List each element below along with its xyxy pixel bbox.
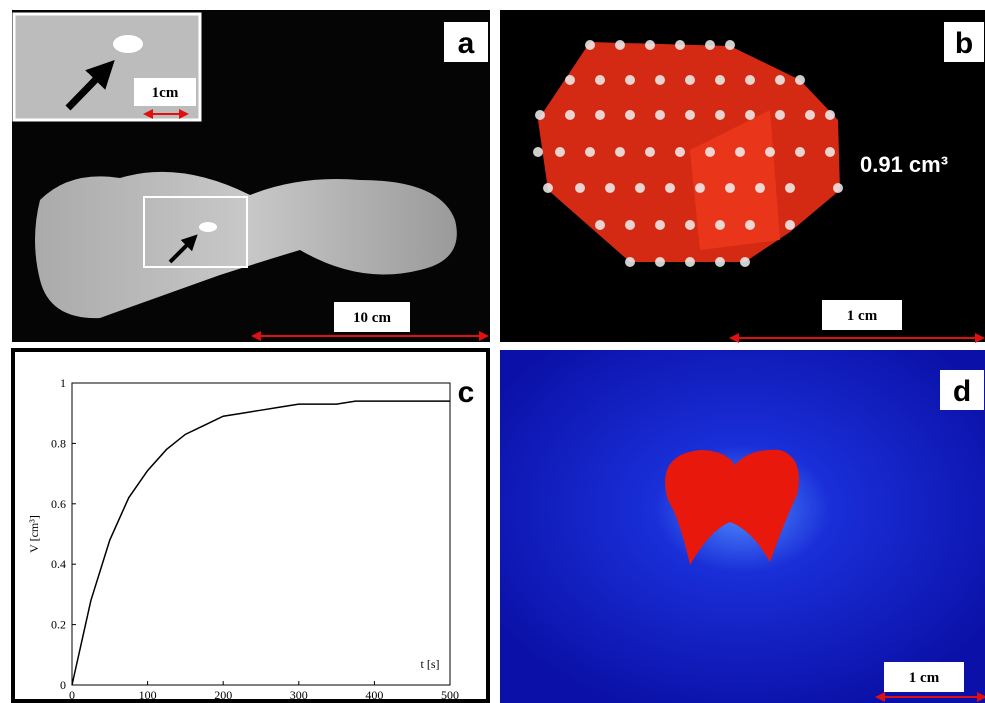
vertex	[685, 75, 695, 85]
scale-label: 1 cm	[909, 670, 940, 686]
vertex	[665, 183, 675, 193]
vertex	[595, 75, 605, 85]
vertex	[595, 110, 605, 120]
panel-b: b 0.91 cm³ 1 cm	[500, 10, 985, 342]
vertex	[543, 183, 553, 193]
vertex	[705, 147, 715, 157]
vertex	[705, 40, 715, 50]
vertex	[585, 147, 595, 157]
vertex	[575, 183, 585, 193]
vertex	[825, 110, 835, 120]
vertex	[795, 75, 805, 85]
vertex	[715, 220, 725, 230]
panel-c: c t [s] V [cm³] 0 100 200 300 400 500 0 0.2 0.4 0…	[13, 350, 488, 702]
vertex	[625, 110, 635, 120]
vertex	[675, 40, 685, 50]
vertex	[685, 220, 695, 230]
vertex	[625, 220, 635, 230]
vertex	[805, 110, 815, 120]
vertex	[655, 75, 665, 85]
x-tick-label: 0	[69, 688, 75, 702]
vertex	[755, 183, 765, 193]
volume-label: 0.91 cm³	[860, 152, 948, 177]
y-tick-label: 0.6	[51, 497, 66, 511]
marker	[113, 35, 143, 53]
panel-d: d 1 cm	[500, 350, 985, 703]
vertex	[615, 40, 625, 50]
vertex	[745, 110, 755, 120]
vertex	[625, 75, 635, 85]
vertex	[715, 257, 725, 267]
vertex	[645, 40, 655, 50]
vertex	[785, 183, 795, 193]
scale-label: 10 cm	[353, 310, 391, 326]
vertex	[833, 183, 843, 193]
vertex	[795, 147, 805, 157]
vertex	[715, 110, 725, 120]
vertex	[625, 257, 635, 267]
vertex	[595, 220, 605, 230]
y-axis-label: V [cm³]	[27, 515, 41, 553]
panel-label: c	[458, 376, 475, 409]
x-axis-label: t [s]	[421, 657, 440, 671]
vertex	[655, 220, 665, 230]
y-tick-label: 0.2	[51, 618, 66, 632]
vertex	[685, 110, 695, 120]
panel-label: a	[458, 27, 475, 60]
x-tick-label: 100	[139, 688, 157, 702]
vertex	[565, 110, 575, 120]
figure: 1cm a 10 cm b 0.91 cm³ 1 cm c t [s] V [c…	[0, 0, 985, 703]
y-tick-label: 0.8	[51, 436, 66, 450]
vertex	[765, 147, 775, 157]
x-tick-label: 300	[290, 688, 308, 702]
vertex	[775, 110, 785, 120]
vertex	[745, 220, 755, 230]
vertex	[715, 75, 725, 85]
vertex	[535, 110, 545, 120]
panel-label: b	[955, 27, 973, 60]
vertex	[605, 183, 615, 193]
panel-background	[13, 350, 488, 701]
panel-label: d	[953, 375, 971, 408]
vertex	[655, 110, 665, 120]
vertex	[675, 147, 685, 157]
vertex	[635, 183, 645, 193]
vertex	[555, 147, 565, 157]
vertex	[825, 147, 835, 157]
panel-a: 1cm a 10 cm	[12, 10, 490, 342]
vertex	[725, 40, 735, 50]
vertex	[645, 147, 655, 157]
vertex	[695, 183, 705, 193]
vertex	[685, 257, 695, 267]
vertex	[745, 75, 755, 85]
y-tick-label: 1	[60, 376, 66, 390]
x-tick-label: 500	[441, 688, 459, 702]
marker	[199, 222, 217, 232]
vertex	[585, 40, 595, 50]
x-tick-label: 200	[214, 688, 232, 702]
vertex	[775, 75, 785, 85]
x-tick-label: 400	[365, 688, 383, 702]
y-tick-label: 0.4	[51, 557, 66, 571]
scale-label: 1 cm	[847, 308, 878, 324]
vertex	[615, 147, 625, 157]
vertex	[785, 220, 795, 230]
y-tick-label: 0	[60, 678, 66, 692]
vertex	[655, 257, 665, 267]
vertex	[725, 183, 735, 193]
vertex	[740, 257, 750, 267]
inset-scale-label: 1cm	[152, 85, 179, 101]
vertex	[565, 75, 575, 85]
vertex	[735, 147, 745, 157]
vertex	[533, 147, 543, 157]
